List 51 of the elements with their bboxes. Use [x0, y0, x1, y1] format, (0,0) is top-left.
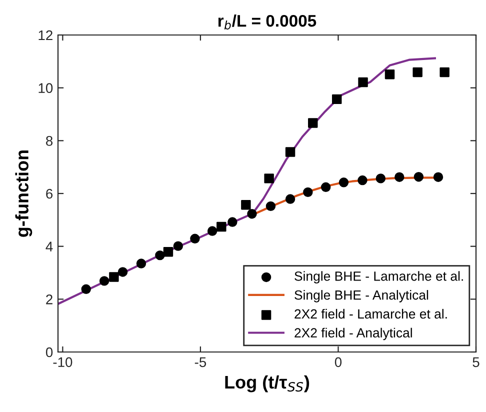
- point: [440, 67, 450, 78]
- point: [247, 208, 257, 219]
- x-tick-label: -5: [194, 357, 206, 368]
- x-tick-label: 0: [334, 357, 342, 368]
- x-tick-label: 5: [472, 357, 480, 368]
- point: [285, 147, 296, 157]
- legend-label: Single BHE - Analytical: [294, 290, 428, 302]
- legend-label: 2X2 field - Analytical: [294, 328, 412, 340]
- x-axis-title: Log (t/τ$_{SS}$): [225, 375, 310, 392]
- y-tick-label: 10: [38, 83, 53, 94]
- point: [136, 258, 146, 268]
- legend-label: 2X2 field - Lamarche et al.: [294, 308, 447, 319]
- point: [81, 284, 91, 294]
- point: [264, 174, 274, 184]
- point: [109, 272, 119, 282]
- line-series: [58, 57, 436, 305]
- point: [173, 241, 183, 251]
- point: [155, 250, 165, 260]
- point: [376, 174, 386, 184]
- chart-title: r$_{b}$/L = 0.0005: [218, 14, 316, 30]
- point: [118, 267, 128, 277]
- point: [241, 200, 251, 210]
- point: [303, 187, 313, 198]
- y-tick-label: 2: [46, 294, 52, 304]
- y-tick-label: 6: [46, 188, 53, 199]
- y-tick-label: 0: [46, 347, 53, 358]
- point: [308, 118, 318, 128]
- point: [99, 276, 110, 286]
- y-tick-label: 8: [46, 136, 53, 146]
- x-tick-label: -10: [53, 357, 72, 368]
- y-axis-title: g-function: [15, 150, 32, 237]
- point: [285, 194, 296, 204]
- point: [433, 172, 444, 182]
- point: [338, 178, 349, 188]
- legend-label: Single BHE - Lamarche et al.: [294, 271, 463, 284]
- point: [384, 70, 395, 80]
- point: [190, 234, 200, 244]
- point: [266, 201, 276, 212]
- point: [216, 222, 226, 232]
- point: [332, 94, 342, 104]
- point: [358, 77, 368, 88]
- point: [163, 247, 174, 257]
- point: [320, 182, 331, 192]
- y-tick-label: 4: [46, 242, 53, 252]
- point: [412, 67, 422, 78]
- point: [394, 172, 404, 182]
- point: [414, 172, 424, 182]
- y-tick-label: 12: [38, 30, 52, 40]
- point: [358, 175, 368, 186]
- point: [207, 226, 218, 236]
- point: [228, 217, 238, 227]
